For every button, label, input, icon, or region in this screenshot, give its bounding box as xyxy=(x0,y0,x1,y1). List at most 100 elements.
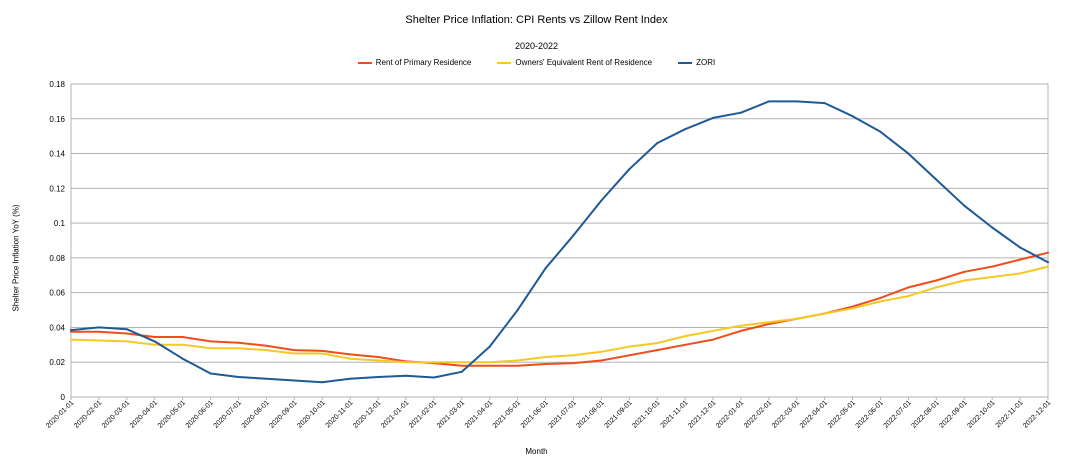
series-2-point xyxy=(209,372,212,375)
series-0-point xyxy=(488,364,491,367)
x-tick-label: 2020-10-01 xyxy=(296,399,326,429)
series-2-point xyxy=(1019,246,1022,249)
series-2-point xyxy=(97,326,100,329)
series-2-point xyxy=(488,345,491,348)
x-tick-label: 2020-05-01 xyxy=(157,399,187,429)
series-2-point xyxy=(460,370,463,373)
series-1-point xyxy=(851,307,854,310)
series-0-point xyxy=(628,354,631,357)
series-0-point xyxy=(377,356,380,359)
series-0-point xyxy=(125,332,128,335)
x-tick-label: 2022-11-01 xyxy=(995,399,1025,429)
series-1-point xyxy=(516,359,519,362)
series-0-point xyxy=(349,353,352,356)
y-tick-label: 0.04 xyxy=(49,323,65,332)
series-0-point xyxy=(600,359,603,362)
series-0-point xyxy=(1047,251,1049,254)
legend-swatch-zori xyxy=(678,61,693,64)
series-2-point xyxy=(265,377,268,380)
x-tick-label: 2021-06-01 xyxy=(520,399,550,429)
series-2-point xyxy=(181,357,184,360)
series-2-point xyxy=(237,376,240,379)
y-tick-label: 0.02 xyxy=(49,358,65,367)
series-0-point xyxy=(293,349,296,352)
series-1-point xyxy=(879,300,882,303)
series-2-point xyxy=(851,115,854,118)
x-tick-label: 2022-10-01 xyxy=(966,399,996,429)
series-1-point xyxy=(237,347,240,350)
series-2-point xyxy=(795,100,798,103)
series-2-point xyxy=(712,116,715,119)
legend-swatch-rent-primary xyxy=(357,61,372,64)
series-1-point xyxy=(795,317,798,320)
x-tick-label: 2020-06-01 xyxy=(185,399,215,429)
series-1-point xyxy=(97,339,100,342)
series-1-point xyxy=(1047,265,1049,268)
y-tick-label: 0.14 xyxy=(49,150,65,159)
x-tick-label: 2022-09-01 xyxy=(938,399,968,429)
x-tick-label: 2021-01-01 xyxy=(380,399,410,429)
legend-item-oer: Owners' Equivalent Rent of Residence xyxy=(497,58,652,67)
legend-swatch-oer xyxy=(497,61,512,64)
series-1-point xyxy=(293,352,296,355)
y-tick-label: 0.08 xyxy=(49,254,65,263)
y-tick-label: 0.06 xyxy=(49,289,65,298)
plot-frame xyxy=(70,83,1049,398)
x-tick-label: 2021-07-01 xyxy=(548,399,578,429)
x-tick-label: 2021-09-01 xyxy=(603,399,633,429)
series-2-point xyxy=(349,377,352,380)
series-1-point xyxy=(153,343,156,346)
x-tick-label: 2020-11-01 xyxy=(325,399,355,429)
series-2-point xyxy=(70,329,72,332)
legend-label-oer: Owners' Equivalent Rent of Residence xyxy=(515,58,653,67)
series-1-point xyxy=(488,361,491,364)
series-0-point xyxy=(991,265,994,268)
chart-title: Shelter Price Inflation: CPI Rents vs Zi… xyxy=(405,14,668,26)
series-2-point xyxy=(572,234,575,237)
series-2-point xyxy=(293,379,296,382)
legend-item-zori: ZORI xyxy=(678,58,715,67)
series-0-point xyxy=(684,343,687,346)
series-0-point xyxy=(712,338,715,341)
series-2-point xyxy=(684,128,687,131)
series-1-point xyxy=(656,342,659,345)
legend-label-zori: ZORI xyxy=(696,58,716,67)
y-axis-label: Shelter Price Inflation YoY (%) xyxy=(11,204,21,312)
series-0-point xyxy=(70,330,72,333)
series-line-0 xyxy=(70,251,1049,367)
x-tick-label: 2022-03-01 xyxy=(771,399,801,429)
series-0-point xyxy=(153,336,156,339)
series-2-point xyxy=(516,309,519,312)
x-tick-label: 2022-06-01 xyxy=(855,399,885,429)
series-2-point xyxy=(321,381,324,384)
series-2-point xyxy=(432,376,435,379)
series-2-point xyxy=(656,142,659,145)
x-tick-label: 2021-12-01 xyxy=(687,399,717,429)
series-0-point xyxy=(265,344,268,347)
chart-subtitle: 2020-2022 xyxy=(514,41,559,51)
x-tick-label: 2020-03-01 xyxy=(101,399,131,429)
x-tick-label: 2020-04-01 xyxy=(129,399,159,429)
series-2-point xyxy=(600,199,603,202)
series-2-point xyxy=(879,130,882,133)
x-tick-label: 2021-08-01 xyxy=(576,399,606,429)
series-1-point xyxy=(1019,272,1022,275)
series-2-point xyxy=(907,152,910,155)
x-tick-label: 2020-07-01 xyxy=(213,399,243,429)
series-2-point xyxy=(377,376,380,379)
series-1-point xyxy=(935,286,938,289)
series-1-point xyxy=(823,312,826,315)
series-1-point xyxy=(321,352,324,355)
series-1-point xyxy=(963,279,966,282)
series-0-point xyxy=(209,340,212,343)
series-1-point xyxy=(70,338,72,341)
y-tick-label: 0.16 xyxy=(49,115,65,124)
x-tick-label: 2022-02-01 xyxy=(743,399,773,429)
x-tick-label: 2021-10-01 xyxy=(631,399,661,429)
series-2-point xyxy=(823,102,826,105)
series-0-point xyxy=(1019,258,1022,261)
series-1-point xyxy=(349,357,352,360)
series-1-point xyxy=(125,340,128,343)
series-2-point xyxy=(767,100,770,103)
